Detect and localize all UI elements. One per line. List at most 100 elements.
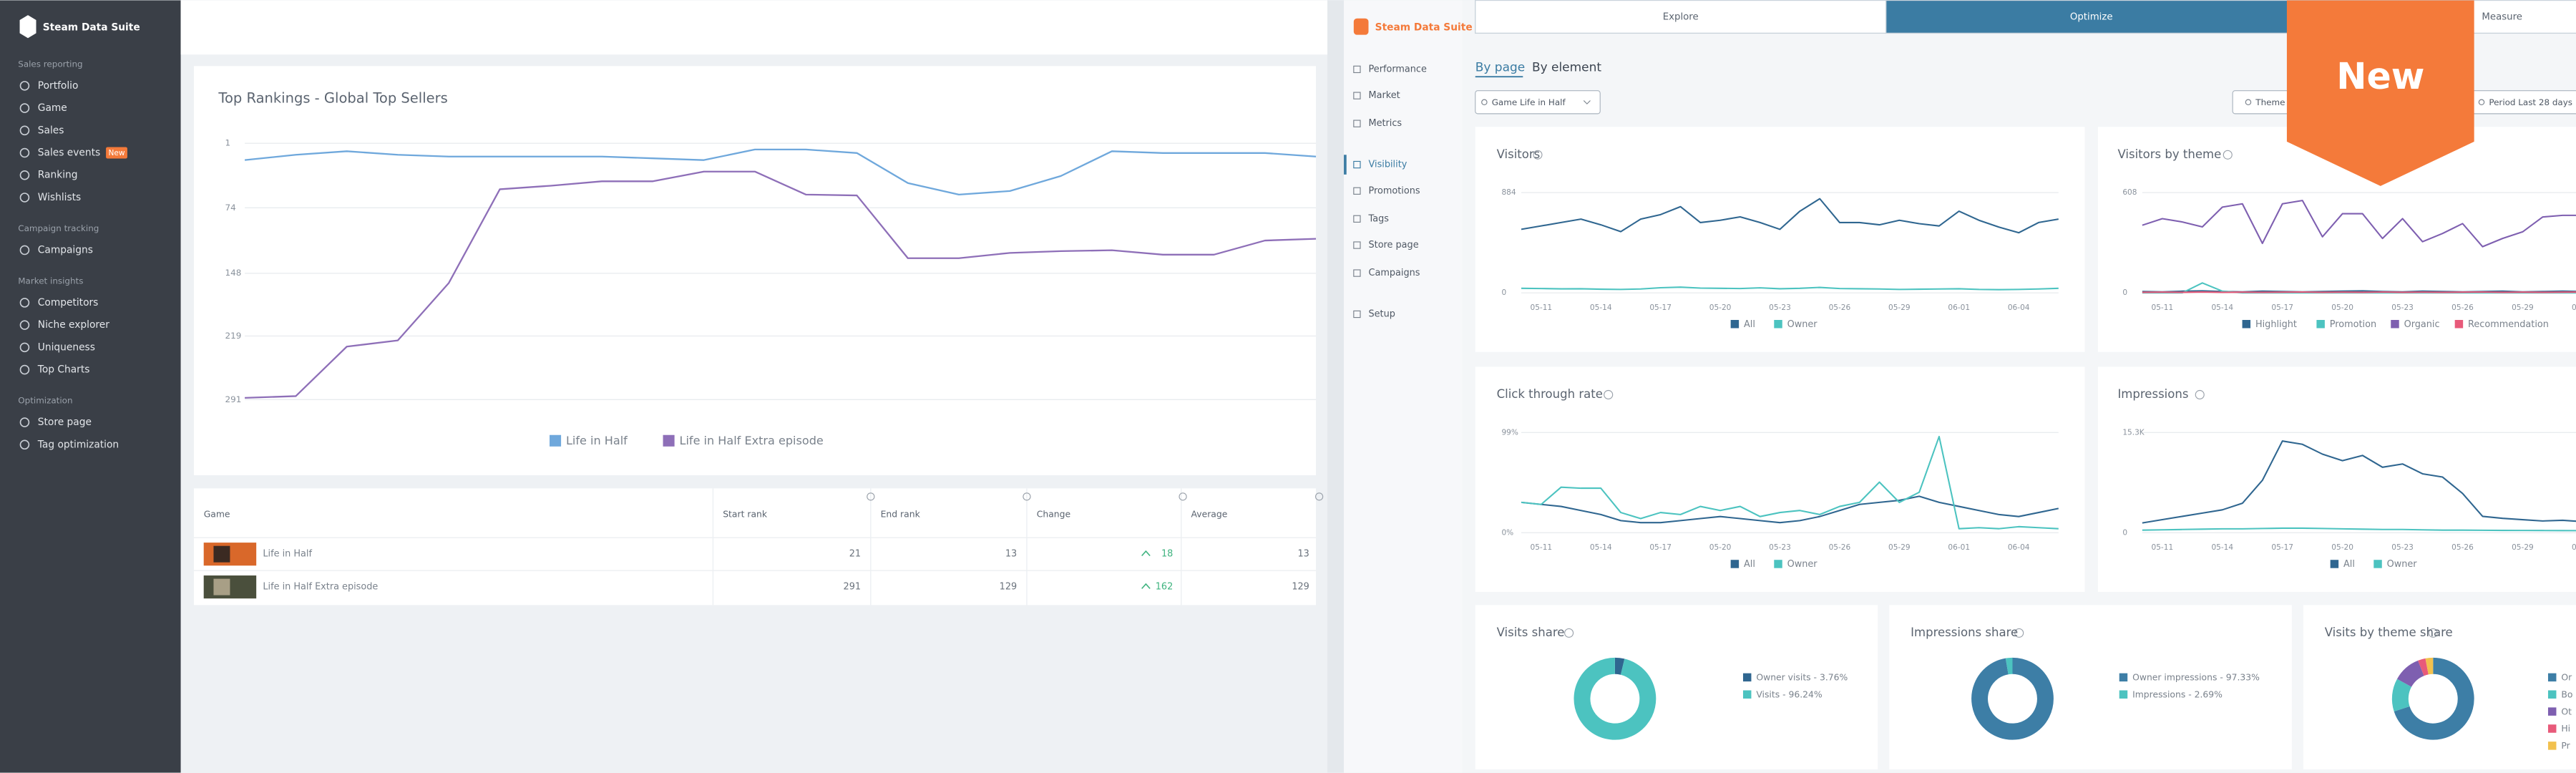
nav-item[interactable]: Sales events (38, 147, 100, 159)
info-icon[interactable] (2195, 389, 2205, 400)
info-icon[interactable] (1604, 389, 1614, 400)
legend-label[interactable]: All (1744, 559, 1755, 570)
nav-item[interactable]: Tags (1368, 213, 1390, 224)
nav-item[interactable]: Setup (1369, 308, 1395, 319)
x-tick-label: 05-17 (1649, 303, 1672, 312)
legend-label[interactable]: Hi (2561, 723, 2570, 734)
nav-item[interactable]: Niche explorer (38, 319, 109, 331)
legend-swatch (1730, 320, 1740, 329)
nav-item[interactable]: Competitors (38, 297, 99, 308)
legend-label[interactable]: Organic (2404, 319, 2440, 330)
legend-label[interactable]: Pr (2561, 740, 2570, 751)
legend-swatch (2330, 560, 2339, 568)
column-header[interactable]: Start rank (723, 509, 768, 520)
card (2303, 605, 2576, 769)
filter-label[interactable]: Period Last 28 days (2489, 97, 2572, 107)
legend-label[interactable]: Visits - 96.24% (1756, 689, 1823, 699)
info-icon[interactable] (2428, 628, 2438, 638)
legend-swatch (2454, 320, 2464, 329)
tab[interactable] (1885, 0, 2298, 34)
info-icon[interactable] (1564, 628, 1574, 638)
nav-item[interactable]: Store page (38, 417, 92, 428)
nav-item[interactable]: Market (1369, 90, 1400, 101)
legend-label[interactable]: Owner visits - 3.76% (1756, 672, 1848, 683)
legend-label[interactable]: Owner impressions - 97.33% (2132, 672, 2260, 683)
game-thumbnail-art (213, 578, 230, 595)
legend-label[interactable]: Highlight (2255, 319, 2297, 330)
nav-item[interactable]: Wishlists (38, 192, 81, 203)
column-header[interactable]: Game (204, 509, 230, 520)
filter-icon (1481, 99, 1488, 106)
nav-item[interactable]: Top Charts (37, 364, 90, 376)
subtab[interactable]: By element (1532, 61, 1601, 75)
column-header[interactable]: Average (1191, 509, 1228, 520)
legend-label[interactable]: Owner (1787, 559, 1818, 570)
legend-label[interactable]: All (1744, 319, 1755, 330)
legend-label[interactable]: Bo (2561, 689, 2572, 699)
nav-item[interactable]: Uniqueness (38, 341, 95, 353)
column-header[interactable]: Change (1037, 509, 1070, 520)
tab[interactable] (1475, 0, 1887, 34)
card (1475, 127, 2085, 352)
info-icon[interactable] (1179, 492, 1187, 501)
filter-label[interactable]: Game Life in Half (1492, 97, 1566, 107)
chart-title: Impressions share (1911, 626, 2018, 639)
donut-segment (2391, 679, 2412, 711)
info-icon[interactable] (867, 492, 875, 501)
nav-item[interactable]: Performance (1369, 64, 1427, 74)
nav-item[interactable]: Promotions (1369, 185, 1420, 196)
x-tick-label: 05-20 (1709, 303, 1732, 312)
legend-label[interactable]: Promotion (2330, 319, 2376, 330)
legend-label[interactable]: Life in Half (566, 434, 628, 447)
legend-label[interactable]: Impressions - 2.69% (2132, 689, 2223, 699)
game-name[interactable]: Life in Half (263, 549, 312, 560)
legend-label[interactable]: Or (2561, 672, 2572, 683)
legend-label[interactable]: Owner (2387, 559, 2418, 570)
tab-label[interactable]: Explore (1663, 11, 1699, 22)
nav-item[interactable]: Store page (1369, 240, 1419, 251)
nav-icon (1353, 187, 1361, 195)
filter-dropdown[interactable] (1475, 90, 1601, 115)
legend-label[interactable]: Ot (2561, 706, 2572, 716)
tab-label[interactable]: Measure (2482, 11, 2522, 22)
info-icon[interactable] (2223, 150, 2233, 160)
tab-label[interactable]: Optimize (2070, 11, 2113, 22)
cell-value: 13 (1005, 549, 1017, 560)
legend-label[interactable]: Recommendation (2468, 319, 2549, 330)
filter-label[interactable]: Theme (2255, 97, 2285, 107)
info-icon[interactable] (1533, 150, 1543, 160)
game-name[interactable]: Life in Half Extra episode (263, 582, 378, 593)
nav-item[interactable]: Metrics (1369, 118, 1402, 129)
nav-item[interactable]: Campaigns (38, 244, 93, 256)
x-tick-label: 05-20 (1709, 543, 1732, 552)
nav-icon (1353, 160, 1361, 169)
right-sidebar (1344, 0, 1463, 773)
nav-icon (1353, 241, 1361, 249)
nav-item[interactable]: Sales (38, 125, 64, 136)
info-icon[interactable] (1023, 492, 1031, 501)
x-tick-label: 06-01 (1948, 303, 1970, 312)
game-thumbnail-art (213, 545, 230, 563)
column-header[interactable]: End rank (881, 509, 921, 520)
nav-item[interactable]: Tag optimization (37, 439, 119, 450)
nav-item[interactable]: Visibility (1369, 160, 1407, 170)
nav-item[interactable]: Portfolio (38, 80, 79, 92)
nav-item[interactable]: Game (38, 102, 67, 114)
nav-icon (19, 125, 30, 136)
change-arrow (1141, 550, 1151, 557)
info-icon[interactable] (1314, 492, 1324, 501)
x-tick-label: 05-11 (1530, 303, 1552, 312)
nav-item[interactable]: Campaigns (1369, 268, 1420, 278)
legend-label[interactable]: Life in Half Extra episode (680, 434, 824, 447)
legend-swatch (1742, 673, 1752, 682)
legend-label[interactable]: Owner (1787, 319, 1818, 330)
legend-swatch (2547, 690, 2557, 699)
chart-title: Click through rate (1497, 387, 1603, 401)
info-icon[interactable] (2014, 628, 2024, 638)
series-line (1521, 435, 2059, 530)
chart-title: Visits by theme share (2325, 626, 2453, 639)
x-tick-label: 05-29 (2512, 543, 2534, 552)
legend-label[interactable]: All (2343, 559, 2355, 570)
subtab[interactable]: By page (1475, 61, 1525, 75)
nav-item[interactable]: Ranking (38, 170, 78, 181)
